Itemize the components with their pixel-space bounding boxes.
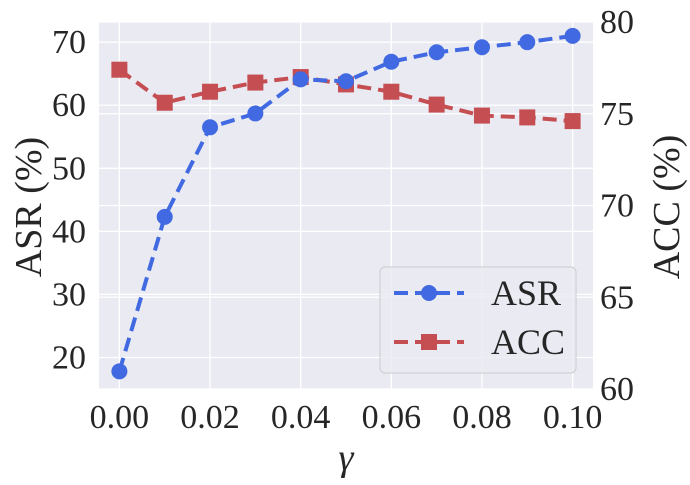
data-point-asr [292, 71, 309, 88]
y-left-tick-label: 20 [52, 339, 86, 376]
legend-label-acc: ACC [491, 322, 565, 362]
data-point-acc [564, 113, 581, 130]
y-left-tick-labels: 20 30 40 50 60 70 [52, 24, 86, 376]
data-point-acc [428, 96, 445, 113]
y-left-tick-label: 40 [52, 213, 86, 250]
data-point-acc [473, 107, 490, 124]
data-point-acc [111, 61, 128, 78]
y-right-tick-label: 60 [600, 371, 634, 408]
data-point-asr [111, 363, 128, 380]
x-tick-label: 0.10 [543, 399, 603, 436]
x-tick-label: 0.08 [452, 399, 512, 436]
data-point-acc [202, 83, 219, 100]
x-tick-label: 0.06 [362, 399, 422, 436]
legend: ASR ACC [379, 266, 577, 374]
y-left-tick-label: 30 [52, 276, 86, 313]
data-point-asr [247, 105, 264, 122]
data-point-acc [383, 83, 400, 100]
y-right-axis-label: ACC (%) [646, 135, 688, 280]
data-point-asr [519, 34, 536, 51]
data-point-acc [519, 109, 536, 126]
y-left-tick-label: 60 [52, 87, 86, 124]
y-left-tick-label: 50 [52, 150, 86, 187]
y-right-tick-label: 65 [600, 279, 634, 316]
legend-entry-acc: ACC [394, 322, 565, 362]
data-point-asr [338, 73, 354, 90]
data-point-asr [564, 27, 581, 44]
y-left-tick-label: 70 [52, 24, 86, 61]
data-point-acc [156, 94, 173, 111]
legend-entry-asr: ASR [394, 273, 561, 313]
y-right-tick-label: 80 [600, 4, 634, 41]
data-point-asr [383, 53, 400, 70]
data-point-asr [428, 44, 445, 61]
y-right-tick-label: 70 [600, 188, 634, 225]
y-right-tick-label: 75 [600, 96, 634, 133]
y-right-tick-labels: 60 65 70 75 80 [600, 4, 634, 408]
series-layer [111, 27, 581, 380]
x-tick-label: 0.02 [180, 399, 240, 436]
legend-label-asr: ASR [491, 273, 561, 313]
data-point-acc [247, 74, 264, 91]
x-tick-label: 0.04 [271, 399, 331, 436]
x-tick-label: 0.00 [90, 399, 150, 436]
y-left-axis-label: ASR (%) [8, 137, 50, 277]
series-asr [111, 27, 581, 380]
data-point-asr [473, 39, 490, 56]
data-point-asr [202, 119, 219, 136]
x-tick-labels: 0.00 0.02 0.04 0.06 0.08 0.10 [90, 399, 603, 436]
x-axis-label: γ [339, 437, 355, 479]
data-point-asr [156, 208, 173, 225]
